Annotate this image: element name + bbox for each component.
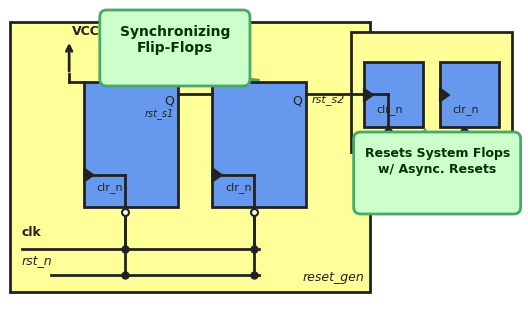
Bar [10, 22, 371, 292]
Bar [364, 62, 423, 127]
Text: Flip-Flops: Flip-Flops [137, 41, 213, 55]
Polygon shape [212, 168, 222, 182]
Polygon shape [365, 129, 426, 205]
Text: VCC: VCC [72, 25, 100, 38]
Text: system: system [461, 131, 506, 144]
Text: clr_n: clr_n [376, 104, 403, 115]
Text: clr_n: clr_n [452, 104, 479, 115]
Polygon shape [131, 77, 156, 80]
Text: clr_n: clr_n [97, 182, 124, 193]
Polygon shape [194, 77, 259, 80]
Polygon shape [440, 88, 449, 102]
Text: rst_n: rst_n [22, 254, 52, 267]
Text: Q: Q [164, 94, 174, 107]
Text: reset_gen: reset_gen [303, 271, 364, 284]
FancyBboxPatch shape [354, 132, 521, 214]
Text: clr_n: clr_n [225, 182, 252, 193]
FancyBboxPatch shape [100, 10, 250, 86]
Text: clk: clk [22, 226, 42, 239]
Bar [212, 82, 306, 207]
Bar [84, 82, 178, 207]
Polygon shape [84, 168, 94, 182]
Text: Resets System Flops: Resets System Flops [364, 147, 510, 160]
Text: Synchronizing: Synchronizing [120, 25, 230, 39]
Bar [351, 32, 512, 152]
Text: Q: Q [293, 94, 303, 107]
Text: rst_s2: rst_s2 [311, 94, 344, 105]
Text: w/ Async. Resets: w/ Async. Resets [378, 163, 496, 176]
Polygon shape [364, 88, 373, 102]
Text: rst_s1: rst_s1 [145, 108, 174, 119]
Bar [440, 62, 499, 127]
